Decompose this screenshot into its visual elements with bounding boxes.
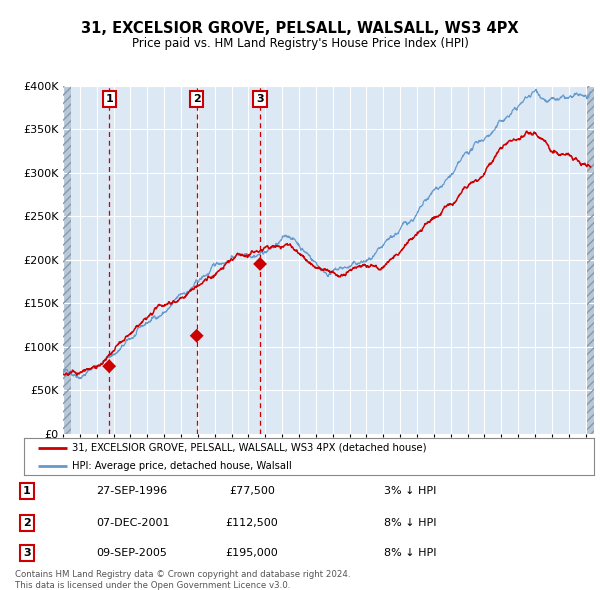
Text: 3: 3 — [23, 548, 31, 558]
Text: Contains HM Land Registry data © Crown copyright and database right 2024.: Contains HM Land Registry data © Crown c… — [15, 570, 350, 579]
Text: 27-SEP-1996: 27-SEP-1996 — [96, 486, 167, 496]
Text: 2: 2 — [23, 518, 31, 527]
Text: 09-SEP-2005: 09-SEP-2005 — [96, 548, 167, 558]
Text: HPI: Average price, detached house, Walsall: HPI: Average price, detached house, Wals… — [73, 461, 292, 471]
Bar — [63, 86, 71, 434]
Text: 2: 2 — [193, 94, 200, 104]
Bar — [587, 86, 596, 434]
Bar — [587, 86, 596, 434]
Point — [255, 259, 265, 268]
Text: 31, EXCELSIOR GROVE, PELSALL, WALSALL, WS3 4PX: 31, EXCELSIOR GROVE, PELSALL, WALSALL, W… — [81, 21, 519, 35]
Text: Price paid vs. HM Land Registry's House Price Index (HPI): Price paid vs. HM Land Registry's House … — [131, 37, 469, 50]
Text: £77,500: £77,500 — [229, 486, 275, 496]
Text: 31, EXCELSIOR GROVE, PELSALL, WALSALL, WS3 4PX (detached house): 31, EXCELSIOR GROVE, PELSALL, WALSALL, W… — [73, 443, 427, 453]
Text: 8% ↓ HPI: 8% ↓ HPI — [384, 518, 437, 527]
Bar — [63, 86, 71, 434]
Text: This data is licensed under the Open Government Licence v3.0.: This data is licensed under the Open Gov… — [15, 581, 290, 590]
Text: 1: 1 — [23, 486, 31, 496]
Text: £195,000: £195,000 — [226, 548, 278, 558]
Point — [192, 331, 202, 340]
Text: 3% ↓ HPI: 3% ↓ HPI — [384, 486, 436, 496]
Text: 1: 1 — [106, 94, 113, 104]
Text: £112,500: £112,500 — [226, 518, 278, 527]
Text: 3: 3 — [256, 94, 264, 104]
Text: 8% ↓ HPI: 8% ↓ HPI — [384, 548, 437, 558]
Point — [104, 362, 114, 371]
Text: 07-DEC-2001: 07-DEC-2001 — [96, 518, 170, 527]
